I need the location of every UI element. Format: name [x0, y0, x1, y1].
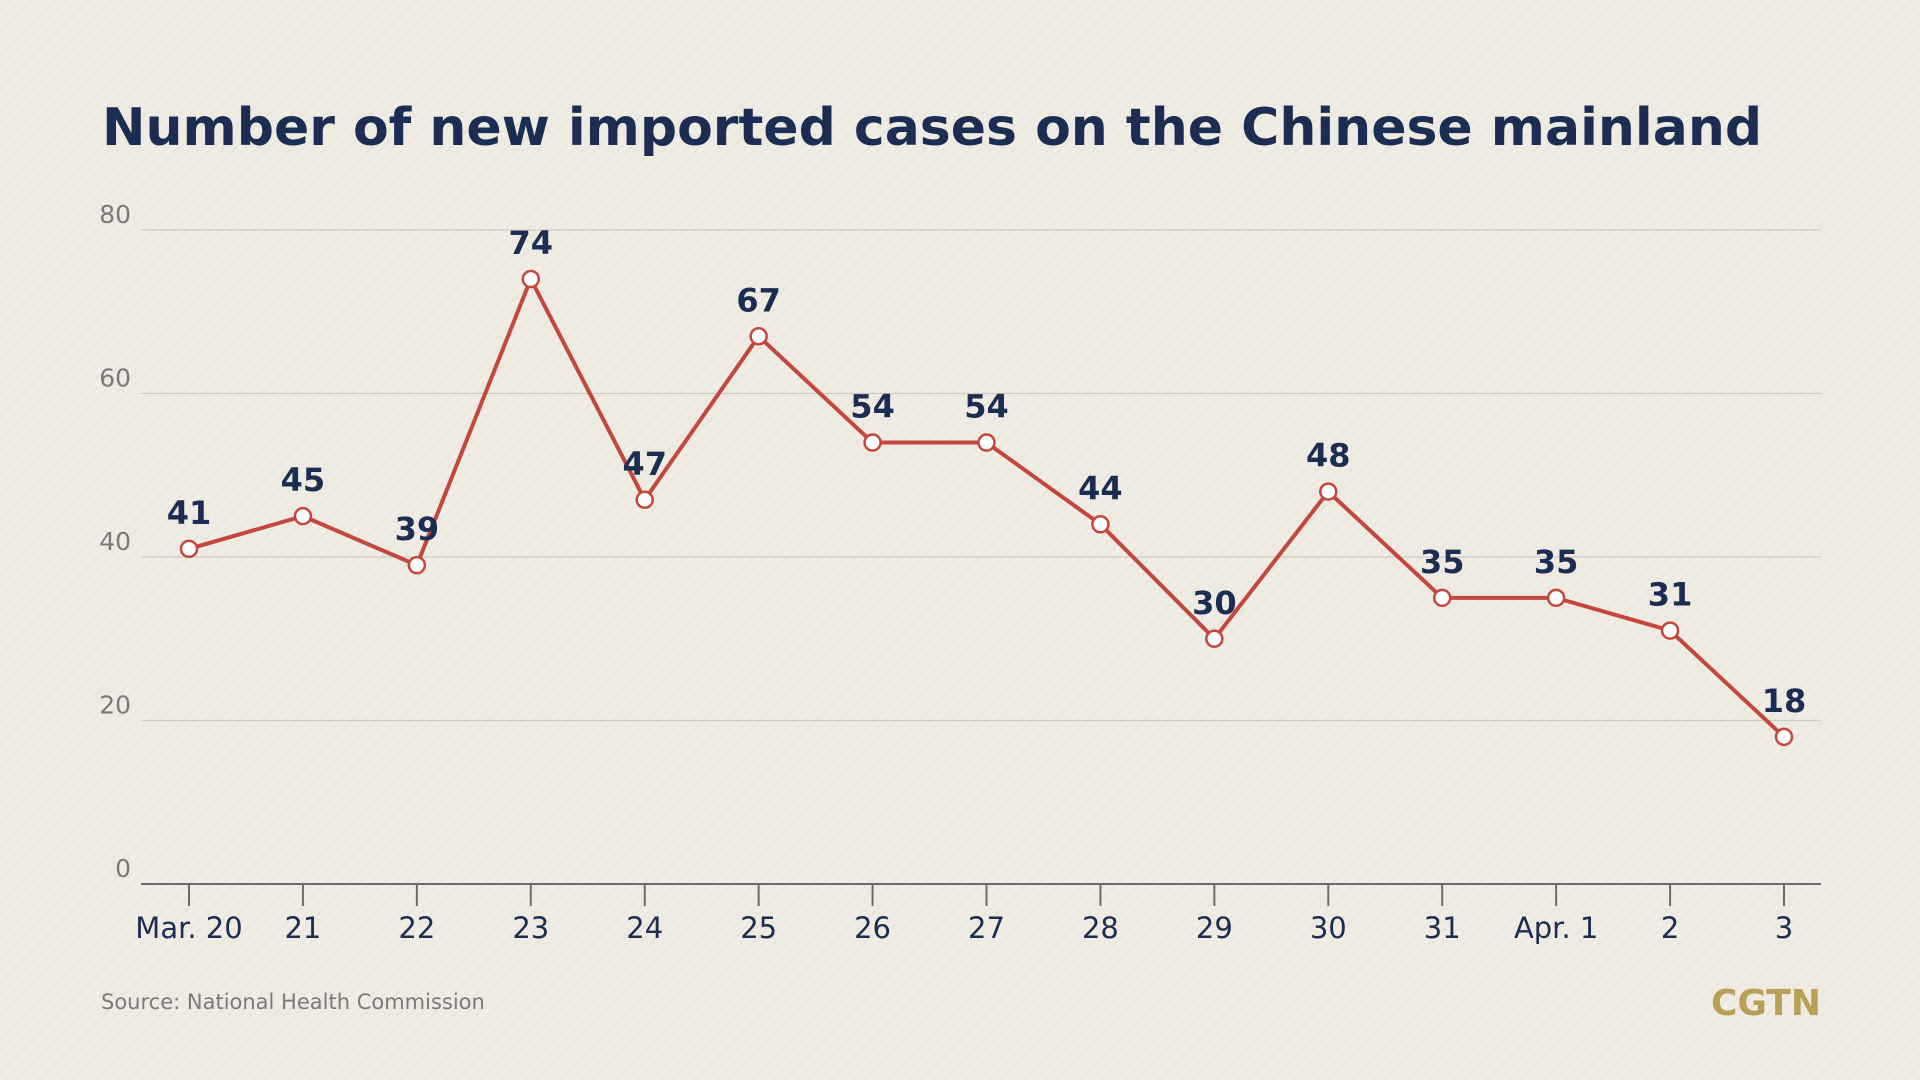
data-label: 31 — [1648, 576, 1693, 614]
data-point — [1432, 588, 1452, 608]
y-tick-label: 20 — [99, 691, 131, 720]
data-point — [1546, 588, 1566, 608]
data-label: 41 — [167, 494, 212, 532]
data-label: 54 — [964, 388, 1009, 426]
data-point — [863, 433, 882, 452]
y-tick-label: 0 — [115, 854, 131, 883]
data-label: 54 — [850, 388, 895, 426]
data-label: 39 — [395, 510, 440, 548]
x-tick-label: 22 — [398, 911, 435, 945]
data-label: 48 — [1306, 437, 1351, 475]
data-label: 44 — [1078, 469, 1123, 507]
brand-logo: CGTN — [1711, 983, 1821, 1024]
data-point — [521, 269, 541, 289]
data-label: 74 — [509, 224, 554, 262]
data-point — [749, 327, 768, 346]
data-label: 30 — [1192, 584, 1237, 622]
x-tick-label: 2 — [1661, 911, 1679, 945]
data-point — [1091, 515, 1110, 534]
x-tick-label: 30 — [1310, 911, 1347, 945]
x-tick-label: 29 — [1196, 911, 1233, 945]
data-label: 47 — [622, 445, 667, 483]
data-point — [635, 490, 654, 510]
data-point — [977, 433, 996, 452]
x-tick-label: Mar. 20 — [135, 911, 242, 945]
data-point — [1660, 621, 1680, 640]
x-tick-label: 21 — [284, 911, 321, 945]
x-tick-label: 23 — [512, 911, 549, 945]
x-tick-label: 27 — [968, 911, 1005, 945]
data-point — [407, 555, 427, 575]
x-tick-label: 31 — [1424, 911, 1461, 945]
y-tick-label: 60 — [99, 364, 131, 393]
data-point — [293, 506, 313, 526]
data-label: 18 — [1762, 682, 1807, 720]
data-point — [1774, 727, 1794, 747]
x-tick-label: 3 — [1775, 911, 1793, 945]
y-tick-label: 40 — [99, 527, 131, 556]
data-line — [188, 277, 1786, 739]
x-tick-label: 28 — [1082, 911, 1119, 945]
data-label: 67 — [736, 281, 781, 319]
chart-title: Number of new imported cases on the Chin… — [102, 98, 1762, 158]
data-point — [179, 539, 199, 559]
data-label: 35 — [1420, 543, 1465, 581]
x-tick-label: 25 — [740, 911, 777, 945]
x-tick-label: 24 — [626, 911, 663, 945]
data-label: 45 — [281, 461, 326, 499]
y-tick-label: 80 — [99, 200, 131, 229]
data-label: 35 — [1534, 543, 1579, 581]
source: Source: National Health Commission — [101, 990, 485, 1014]
data-point — [1319, 482, 1338, 501]
x-tick-label: 26 — [854, 911, 891, 945]
x-tick-label: Apr. 1 — [1514, 911, 1598, 945]
data-point — [1205, 629, 1224, 648]
